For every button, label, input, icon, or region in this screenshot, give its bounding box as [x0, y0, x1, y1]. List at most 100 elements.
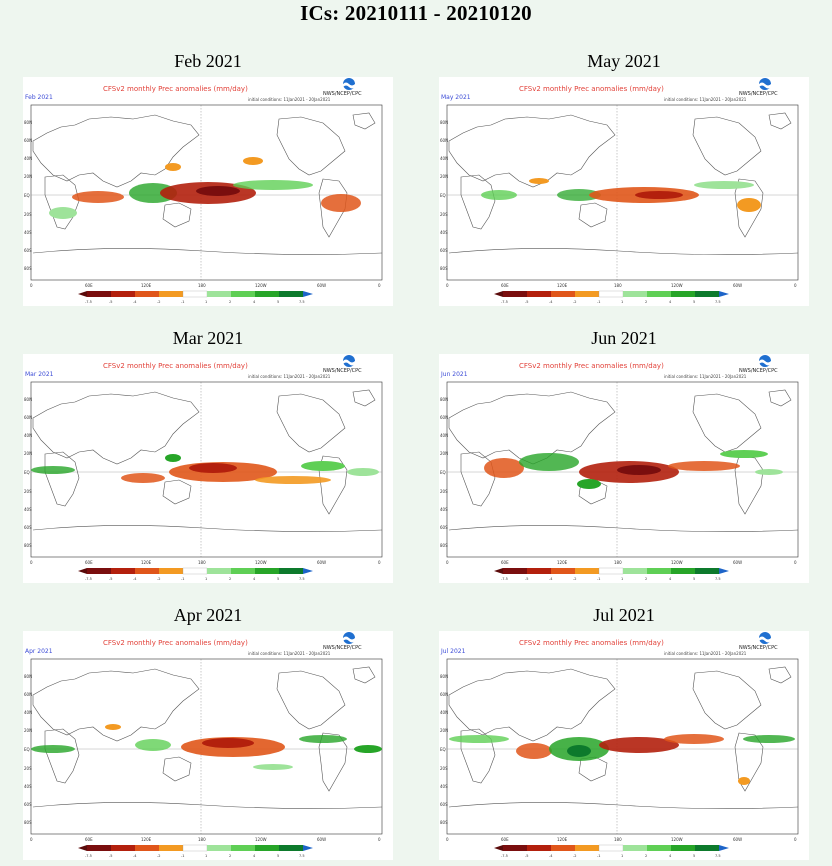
ic-subtitle: initial conditions: 11Jan2021 - 20Jan202…: [664, 97, 747, 102]
map-panel: CFSv2 monthly Prec anomalies (mm/day) Ma…: [23, 354, 393, 583]
svg-text:60W: 60W: [733, 283, 742, 288]
svg-text:40N: 40N: [24, 156, 32, 161]
svg-text:120E: 120E: [141, 560, 152, 565]
svg-text:-7.5: -7.5: [501, 300, 508, 304]
forecast-cell-jul: Jul 2021 CFSv2 monthly Prec anomalies (m…: [416, 584, 832, 861]
month-title: May 2021: [587, 51, 661, 71]
svg-text:-1: -1: [181, 577, 185, 581]
colorbar-ticks: -7.5 -5 -4 -2 -1 1 2 4 5 7.5: [501, 577, 721, 581]
lon-axis-labels: 0 60E 120E 180 120W 60W 0: [30, 560, 381, 565]
svg-text:7.5: 7.5: [715, 577, 721, 581]
svg-text:180: 180: [198, 283, 206, 288]
svg-text:80S: 80S: [440, 543, 448, 548]
svg-text:180: 180: [614, 560, 622, 565]
forecast-cell-feb: Feb 2021 CFSv2 monthly Prec anomalies (m…: [0, 30, 416, 307]
forecast-cell-apr: Apr 2021 CFSv2 monthly Prec anomalies (m…: [0, 584, 416, 861]
svg-text:EQ: EQ: [440, 193, 446, 198]
anomaly-field: [484, 450, 783, 489]
svg-text:-2: -2: [573, 300, 577, 304]
lat-axis-labels: 80N 60N 40N 20N EQ 20S 40S 60S 80S: [440, 397, 448, 548]
svg-text:20S: 20S: [24, 489, 32, 494]
svg-text:40N: 40N: [440, 710, 448, 715]
svg-text:-4: -4: [549, 300, 553, 304]
svg-text:-4: -4: [133, 854, 137, 858]
svg-text:EQ: EQ: [440, 747, 446, 752]
map-month-tag: Apr 2021: [25, 648, 53, 655]
svg-text:7.5: 7.5: [715, 300, 721, 304]
svg-text:-7.5: -7.5: [501, 854, 508, 858]
svg-text:4: 4: [253, 854, 256, 858]
agency-label: NWS/NCEP/CPC: [739, 91, 778, 97]
map-title: CFSv2 monthly Prec anomalies (mm/day): [519, 85, 664, 93]
coastlines: [448, 112, 799, 255]
svg-text:120E: 120E: [557, 837, 568, 842]
month-title: Feb 2021: [174, 51, 242, 71]
svg-text:EQ: EQ: [24, 747, 30, 752]
svg-text:60N: 60N: [24, 415, 32, 420]
svg-text:60E: 60E: [85, 837, 93, 842]
noaa-logo: [343, 355, 355, 367]
coastlines: [32, 112, 383, 255]
lon-axis-labels: 0 60E 120E 180 120W 60W 0: [446, 837, 797, 842]
svg-text:40S: 40S: [440, 230, 448, 235]
svg-text:60E: 60E: [501, 837, 509, 842]
anomaly-field: [31, 724, 382, 770]
map-month-tag: May 2021: [441, 94, 471, 101]
colorbar-ticks: -7.5 -5 -4 -2 -1 1 2 4 5 7.5: [85, 854, 305, 858]
svg-text:2: 2: [645, 300, 647, 304]
svg-text:40N: 40N: [440, 156, 448, 161]
ic-subtitle: initial conditions: 11Jan2021 - 20Jan202…: [664, 651, 747, 656]
colorbar-ticks: -7.5 -5 -4 -2 -1 1 2 4 5 7.5: [85, 300, 305, 304]
svg-text:1: 1: [621, 300, 623, 304]
colorbar: [494, 567, 729, 575]
svg-text:40S: 40S: [24, 784, 32, 789]
svg-text:120W: 120W: [255, 837, 267, 842]
svg-text:-5: -5: [109, 300, 113, 304]
svg-text:4: 4: [253, 577, 256, 581]
svg-text:60N: 60N: [440, 692, 448, 697]
svg-text:5: 5: [277, 854, 279, 858]
map-panel: CFSv2 monthly Prec anomalies (mm/day) Ju…: [439, 631, 809, 860]
svg-text:0: 0: [794, 283, 797, 288]
anomaly-field: [449, 734, 795, 785]
svg-text:60S: 60S: [24, 802, 32, 807]
svg-text:7.5: 7.5: [299, 854, 305, 858]
agency-label: NWS/NCEP/CPC: [739, 368, 778, 374]
svg-text:-2: -2: [157, 854, 161, 858]
svg-text:0: 0: [378, 560, 381, 565]
svg-text:40N: 40N: [440, 433, 448, 438]
svg-text:1: 1: [621, 577, 623, 581]
lon-axis-labels: 0 60E 120E 180 120W 60W 0: [446, 560, 797, 565]
svg-text:60E: 60E: [501, 560, 509, 565]
svg-text:-2: -2: [573, 577, 577, 581]
colorbar-ticks: -7.5 -5 -4 -2 -1 1 2 4 5 7.5: [501, 300, 721, 304]
lon-axis-labels: 0 60E 120E 180 120W 60W 0: [446, 283, 797, 288]
forecast-cell-jun: Jun 2021 CFSv2 monthly Prec anomalies (m…: [416, 307, 832, 584]
svg-text:120W: 120W: [671, 283, 683, 288]
map-month-tag: Jun 2021: [440, 371, 468, 378]
svg-text:4: 4: [253, 300, 256, 304]
svg-text:EQ: EQ: [24, 470, 30, 475]
svg-text:20S: 20S: [440, 489, 448, 494]
svg-text:0: 0: [30, 837, 33, 842]
svg-text:80N: 80N: [24, 120, 32, 125]
svg-text:0: 0: [794, 837, 797, 842]
lat-axis-labels: 80N 60N 40N 20N EQ 20S 40S 60S 80S: [24, 120, 32, 271]
svg-text:4: 4: [669, 577, 672, 581]
svg-text:120E: 120E: [557, 560, 568, 565]
svg-text:-4: -4: [549, 577, 553, 581]
svg-text:-5: -5: [109, 854, 113, 858]
svg-text:-1: -1: [181, 300, 185, 304]
svg-text:20S: 20S: [24, 766, 32, 771]
svg-text:0: 0: [30, 283, 33, 288]
svg-text:-1: -1: [597, 577, 601, 581]
svg-text:0: 0: [446, 283, 449, 288]
svg-text:40N: 40N: [24, 710, 32, 715]
lat-axis-labels: 80N 60N 40N 20N EQ 20S 40S 60S 80S: [24, 397, 32, 548]
map-panel: CFSv2 monthly Prec anomalies (mm/day) Ma…: [439, 77, 809, 306]
svg-text:1: 1: [205, 300, 207, 304]
svg-text:60W: 60W: [317, 560, 326, 565]
colorbar: [78, 567, 313, 575]
ic-subtitle: initial conditions: 11Jan2021 - 20Jan202…: [664, 374, 747, 379]
svg-text:20S: 20S: [440, 212, 448, 217]
